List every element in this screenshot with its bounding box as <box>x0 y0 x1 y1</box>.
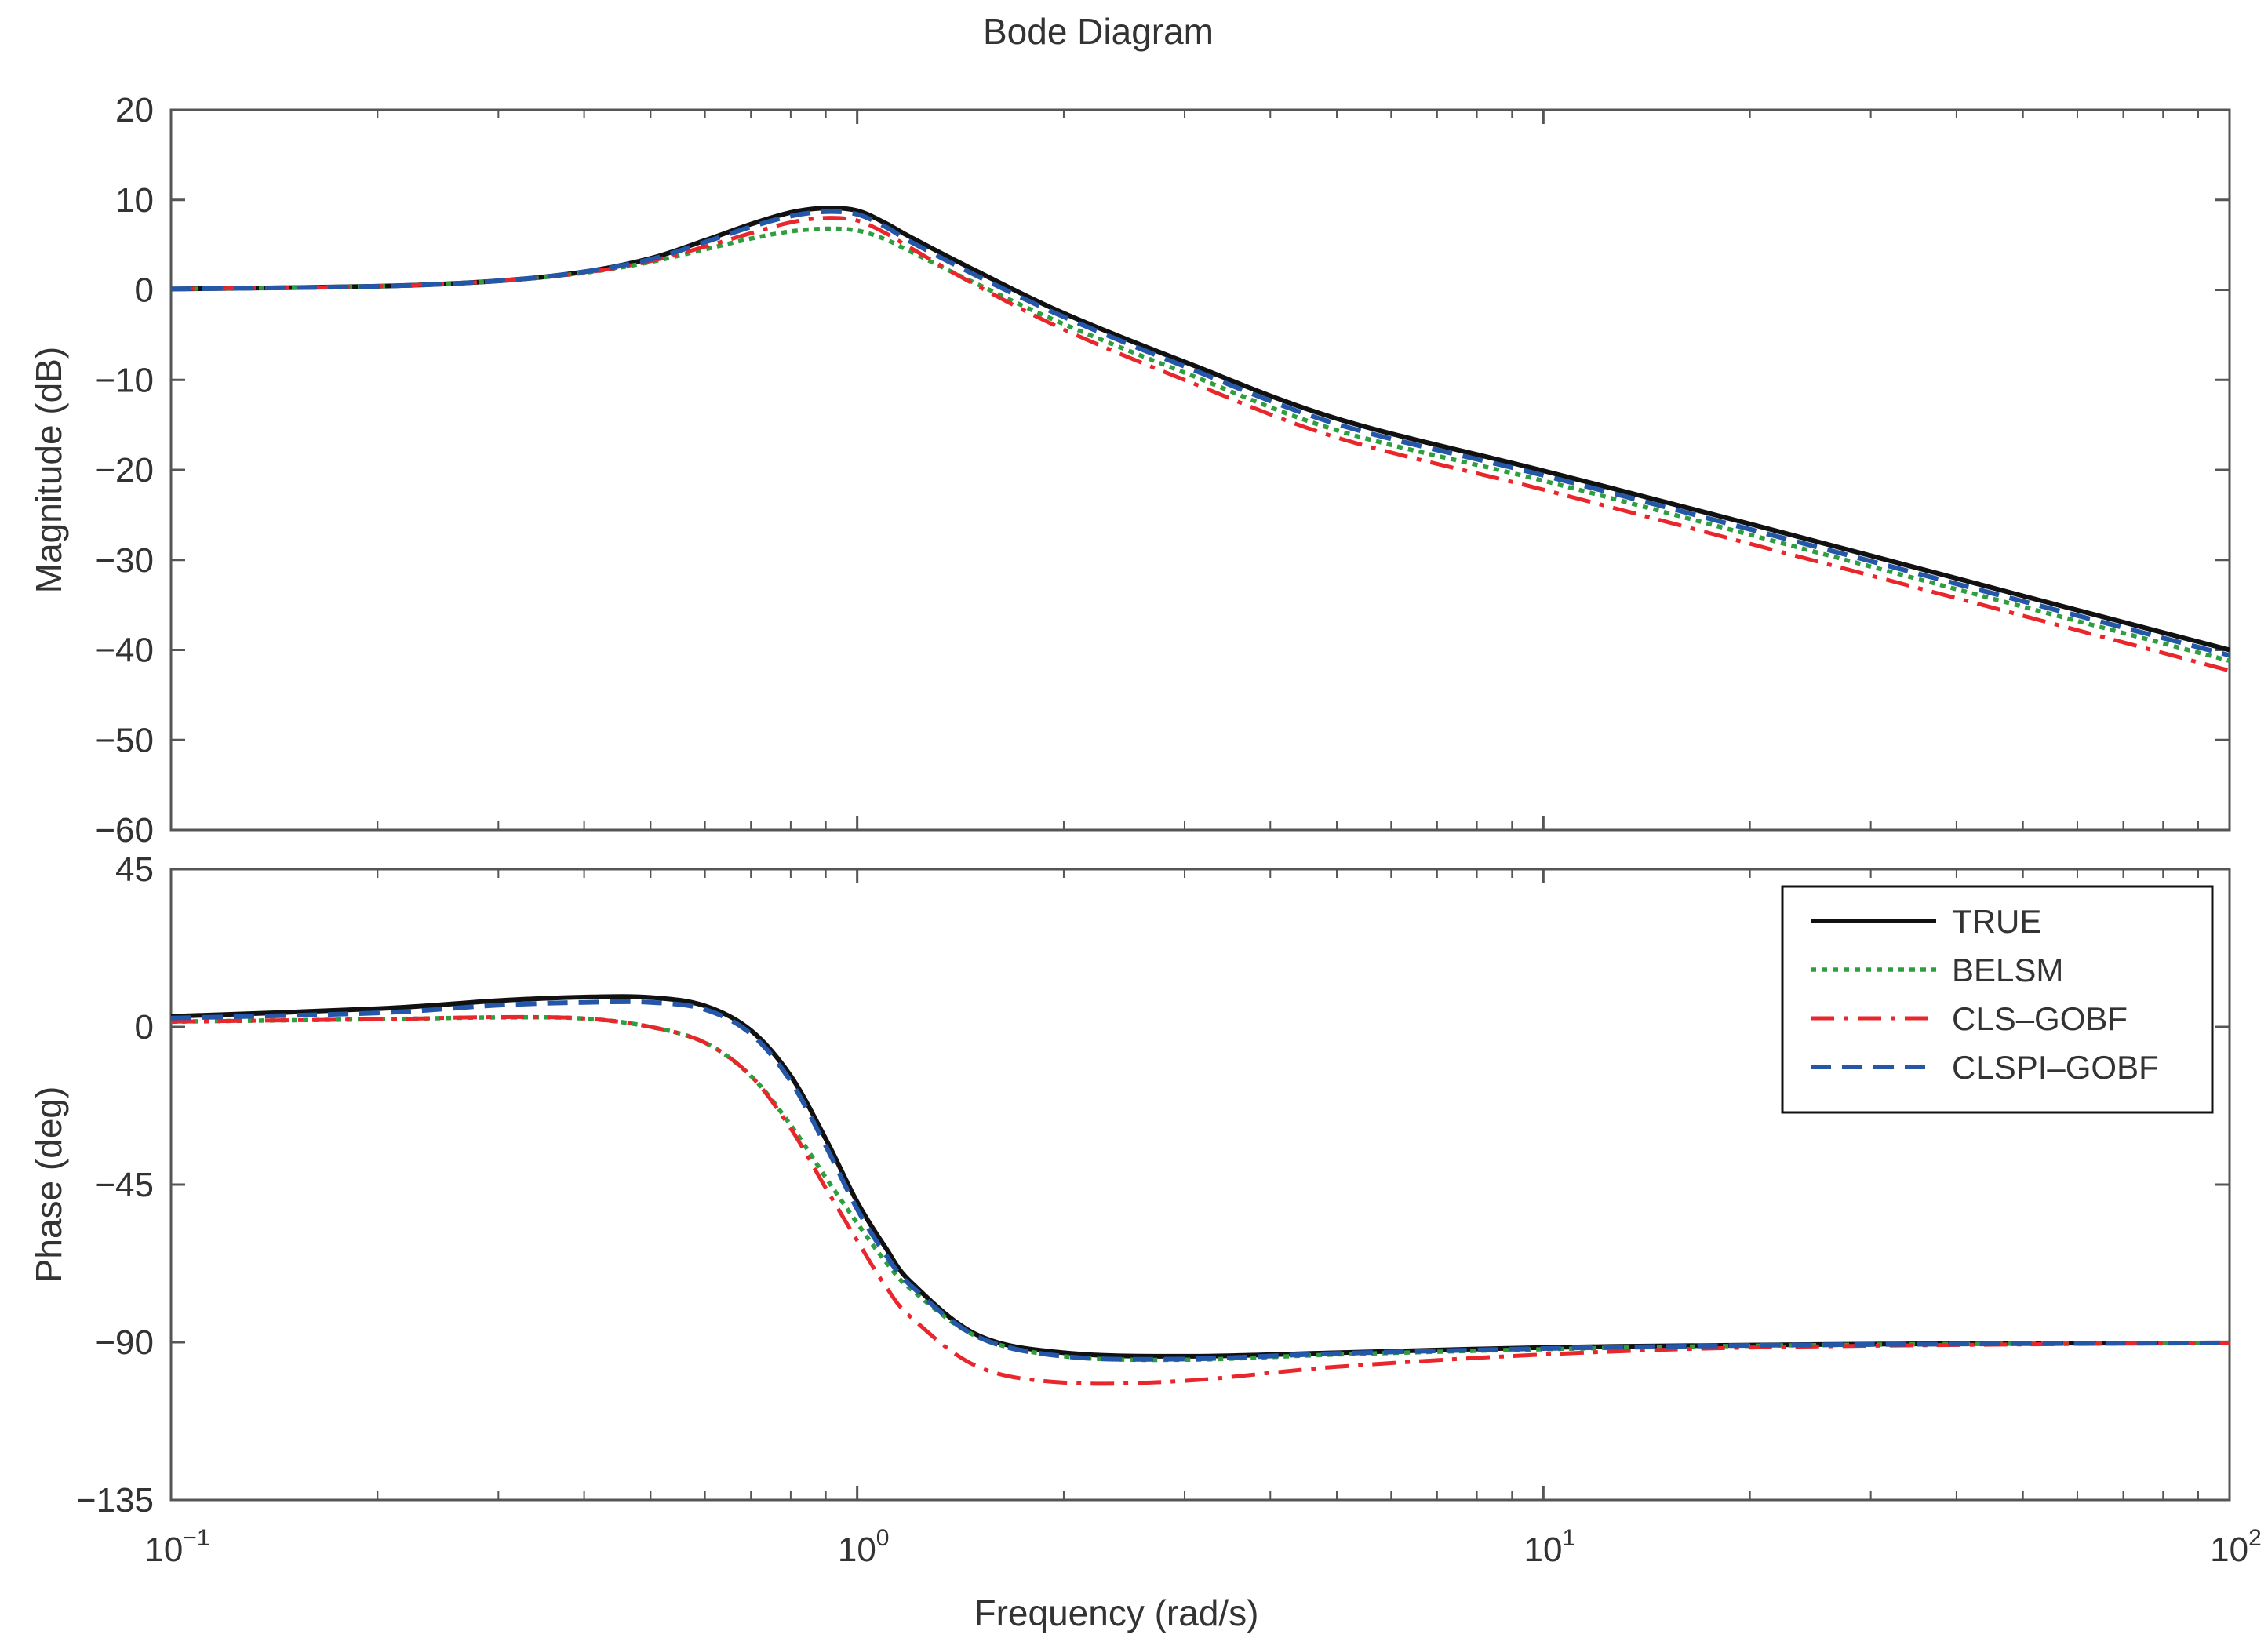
magnitude-series-true <box>171 206 2230 653</box>
legend-label: CLSPI–GOBF <box>1952 1049 2159 1086</box>
magnitude-series-belsm <box>171 226 2230 663</box>
y-tick-label: 0 <box>135 1008 154 1047</box>
x-tick-label: 102 <box>2210 1525 2262 1569</box>
y-tick-label: −30 <box>95 541 154 580</box>
x-tick-label: 101 <box>1524 1525 1576 1569</box>
y-tick-label: 0 <box>135 271 154 310</box>
magnitude-series-cls-gobf <box>171 216 2230 673</box>
magnitude-y-axis-label: Magnitude (dB) <box>28 347 69 594</box>
magnitude-series-clspi-gobf <box>171 209 2230 658</box>
y-tick-label: −40 <box>95 632 154 670</box>
y-tick-label: −135 <box>76 1481 154 1520</box>
magnitude-axes-box <box>169 108 2231 832</box>
x-tick-label: 10−1 <box>144 1525 209 1569</box>
legend-label: BELSM <box>1952 952 2063 988</box>
y-tick-label: 20 <box>115 91 154 129</box>
y-tick-label: −10 <box>95 361 154 399</box>
chart-title: Bode Diagram <box>983 11 1214 52</box>
x-tick-label: 100 <box>838 1525 890 1569</box>
legend-box <box>1781 885 2214 1114</box>
magnitude-panel: 20 10 0 −10 −20 −30 −40 −50 −60 Magnitude (dB) <box>28 91 2231 850</box>
y-tick-label: −45 <box>95 1166 154 1204</box>
y-tick-label: 10 <box>115 181 154 220</box>
phase-series-clspi-gobf <box>171 999 2230 1362</box>
y-tick-label: −20 <box>95 451 154 490</box>
phase-series-belsm <box>171 1015 2230 1363</box>
legend-label: TRUE <box>1952 903 2041 940</box>
legend: TRUE BELSM CLS–GOBF CLSPI–GOBF <box>1781 885 2214 1114</box>
phase-y-axis-label: Phase (deg) <box>28 1087 69 1283</box>
y-tick-label: −50 <box>95 721 154 759</box>
legend-label: CLS–GOBF <box>1952 1000 2128 1037</box>
y-tick-label: −60 <box>95 811 154 850</box>
x-axis-label: Frequency (rad/s) <box>974 1593 1258 1633</box>
y-tick-label: −90 <box>95 1323 154 1362</box>
phase-panel: 45 0 −45 −90 −135 Phase (deg) 10−1 100 101 102 <box>28 850 2262 1569</box>
y-tick-label: 45 <box>115 850 154 889</box>
